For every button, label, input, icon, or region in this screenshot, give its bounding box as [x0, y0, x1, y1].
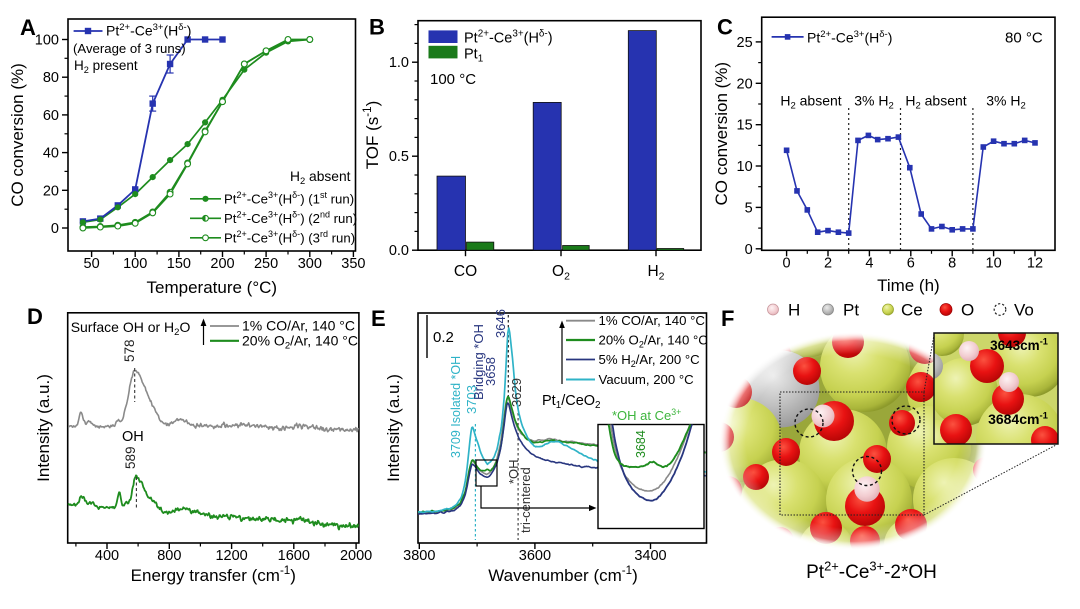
svg-text:25: 25 — [737, 35, 753, 51]
svg-text:578: 578 — [122, 339, 137, 362]
svg-text:CO conversion (%): CO conversion (%) — [712, 62, 731, 206]
svg-text:1% CO/Ar, 140 °C: 1% CO/Ar, 140 °C — [242, 318, 355, 334]
svg-text:3% H2​: 3% H2​ — [854, 93, 894, 112]
svg-text:CO conversion (%): CO conversion (%) — [8, 63, 27, 207]
svg-text:(Average of 3 runs): (Average of 3 runs) — [73, 41, 186, 56]
svg-text:Vo: Vo — [1014, 301, 1034, 320]
svg-text:H2​ present: H2​ present — [74, 58, 138, 75]
svg-text:3703: 3703 — [464, 385, 479, 414]
svg-text:tri-centered: tri-centered — [518, 467, 533, 533]
svg-text:8: 8 — [948, 255, 956, 271]
svg-text:40: 40 — [43, 146, 59, 162]
svg-text:H2​ absent: H2​ absent — [290, 169, 351, 186]
svg-text:80: 80 — [43, 70, 59, 86]
svg-text:4: 4 — [865, 255, 873, 271]
svg-text:100 °C: 100 °C — [430, 71, 476, 88]
svg-text:589: 589 — [123, 446, 138, 469]
svg-text:100: 100 — [123, 256, 147, 272]
svg-text:D: D — [27, 304, 43, 329]
svg-text:1200: 1200 — [215, 548, 247, 564]
svg-text:1.0: 1.0 — [389, 55, 409, 71]
svg-text:1600: 1600 — [278, 548, 310, 564]
svg-text:0: 0 — [783, 255, 791, 271]
svg-text:0.5: 0.5 — [389, 149, 409, 165]
svg-text:20: 20 — [737, 76, 753, 92]
svg-text:3400: 3400 — [634, 548, 666, 564]
svg-text:800: 800 — [157, 548, 181, 564]
svg-text:0: 0 — [745, 242, 753, 258]
svg-text:3658: 3658 — [483, 357, 498, 386]
svg-text:0: 0 — [51, 221, 59, 237]
svg-text:150: 150 — [167, 256, 191, 272]
svg-text:E: E — [371, 306, 386, 331]
svg-text:C: C — [717, 15, 733, 40]
svg-text:Bridging *OH: Bridging *OH — [471, 324, 486, 400]
svg-text:5: 5 — [745, 200, 753, 216]
svg-text:0.0: 0.0 — [389, 243, 409, 259]
svg-text:A: A — [20, 15, 36, 40]
svg-text:200: 200 — [210, 256, 234, 272]
svg-text:6: 6 — [907, 255, 915, 271]
svg-text:10: 10 — [737, 159, 753, 175]
svg-text:3800: 3800 — [403, 548, 435, 564]
svg-text:OH: OH — [122, 429, 144, 445]
svg-text:12: 12 — [1027, 255, 1043, 271]
svg-text:3709 Isolated *OH: 3709 Isolated *OH — [449, 356, 463, 458]
svg-text:250: 250 — [254, 256, 278, 272]
svg-text:Energy transfer (cm-1​): Energy transfer (cm-1​) — [131, 564, 296, 585]
svg-text:3684: 3684 — [634, 430, 648, 458]
svg-text:20% O2​/Ar, 140 °C: 20% O2​/Ar, 140 °C — [599, 333, 709, 350]
svg-text:3646: 3646 — [493, 309, 508, 338]
svg-text:50: 50 — [84, 256, 100, 272]
svg-text:1% CO/Ar, 140 °C: 1% CO/Ar, 140 °C — [599, 313, 706, 328]
svg-text:B: B — [369, 15, 385, 40]
svg-text:H2​ absent: H2​ absent — [905, 93, 966, 112]
svg-text:Vacuum, 200 °C: Vacuum, 200 °C — [599, 372, 695, 387]
svg-text:3643cm-1​: 3643cm-1​ — [990, 337, 1048, 353]
svg-text:80 °C: 80 °C — [1005, 30, 1043, 47]
svg-text:*OH: *OH — [506, 459, 521, 484]
svg-text:3629: 3629 — [509, 378, 524, 407]
svg-text:O: O — [961, 301, 974, 320]
svg-text:Time (h): Time (h) — [877, 276, 940, 295]
svg-text:TOF (s-1​): TOF (s-1​) — [361, 101, 382, 170]
svg-text:Temperature (°C): Temperature (°C) — [147, 278, 278, 297]
svg-text:60: 60 — [43, 108, 59, 124]
svg-text:10: 10 — [986, 255, 1002, 271]
svg-text:400: 400 — [95, 548, 119, 564]
svg-text:3600: 3600 — [519, 548, 551, 564]
svg-text:2: 2 — [824, 255, 832, 271]
svg-text:Pt: Pt — [843, 301, 859, 320]
svg-text:Intensity (a.u.): Intensity (a.u.) — [384, 374, 403, 482]
svg-text:20: 20 — [43, 183, 59, 199]
svg-text:350: 350 — [341, 256, 365, 272]
svg-text:Surface OH or H2​O: Surface OH or H2​O — [71, 319, 191, 338]
svg-text:3684cm-1​: 3684cm-1​ — [988, 410, 1049, 427]
svg-text:Wavenumber (cm-1​): Wavenumber (cm-1​) — [488, 564, 638, 585]
svg-text:15: 15 — [737, 118, 753, 134]
svg-text:*OH at Ce3+​: *OH at Ce3+​ — [612, 407, 681, 423]
svg-text:H2​ absent: H2​ absent — [780, 93, 841, 112]
svg-text:3% H2​: 3% H2​ — [986, 93, 1026, 112]
svg-text:F: F — [721, 306, 734, 331]
svg-text:2000: 2000 — [340, 548, 372, 564]
svg-text:Pt1​/CeO2​: Pt1​/CeO2​ — [542, 393, 601, 411]
svg-text:100: 100 — [35, 33, 59, 49]
svg-text:20% O2​/Ar, 140 °C: 20% O2​/Ar, 140 °C — [242, 333, 358, 352]
svg-text:300: 300 — [298, 256, 322, 272]
svg-text:CO: CO — [454, 263, 477, 280]
svg-text:0.2: 0.2 — [433, 329, 454, 346]
svg-text:5% H2​/Ar, 200 °C: 5% H2​/Ar, 200 °C — [599, 352, 701, 369]
svg-text:Intensity (a.u.): Intensity (a.u.) — [34, 374, 53, 482]
